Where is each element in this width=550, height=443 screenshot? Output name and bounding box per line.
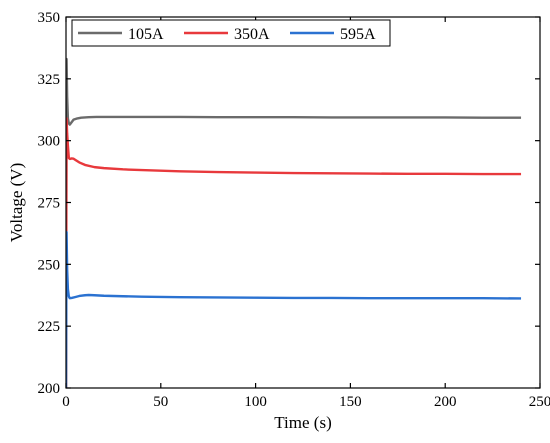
y-tick-label: 350 (38, 10, 61, 26)
x-tick-label: 50 (153, 394, 168, 410)
y-tick-label: 325 (38, 72, 61, 88)
series-line-105A (66, 57, 522, 388)
x-tick-label: 100 (244, 394, 267, 410)
y-tick-label: 225 (38, 319, 61, 335)
plot-frame (65, 16, 541, 389)
legend: 105A 350A 595A (71, 19, 391, 47)
y-tick-label: 250 (38, 257, 61, 273)
legend-label-105A: 105A (128, 26, 164, 43)
x-tick-label: 0 (62, 394, 70, 410)
x-tick-label: 150 (339, 394, 362, 410)
legend-label-595A: 595A (340, 26, 376, 43)
series-line-595A (66, 230, 522, 388)
x-tick-label: 200 (434, 394, 457, 410)
legend-box (71, 19, 391, 47)
series-layer (66, 57, 522, 388)
x-tick-label: 250 (529, 394, 550, 410)
x-axis-title: Time (s) (274, 413, 331, 432)
y-tick-label: 300 (38, 134, 61, 150)
legend-label-350A: 350A (234, 26, 270, 43)
y-axis-title: Voltage (V) (7, 163, 26, 242)
series-line-350A (66, 117, 522, 388)
y-tick-label: 275 (38, 196, 61, 212)
y-tick-label: 200 (38, 381, 61, 397)
ticks-layer: 0 50 100 150 200 250 200 225 250 275 300 325 350 (38, 10, 550, 410)
